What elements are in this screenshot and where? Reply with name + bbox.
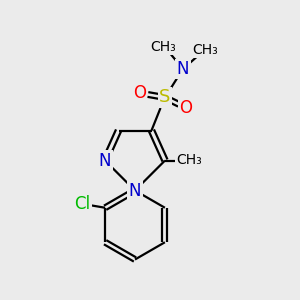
Text: N: N <box>129 182 141 200</box>
Text: O: O <box>179 99 193 117</box>
Text: CH₃: CH₃ <box>193 43 218 56</box>
Text: Cl: Cl <box>75 195 91 213</box>
Text: N: N <box>177 60 189 78</box>
Text: N: N <box>99 152 111 169</box>
Text: S: S <box>159 88 171 106</box>
Text: CH₃: CH₃ <box>176 154 202 167</box>
Text: CH₃: CH₃ <box>151 40 176 53</box>
Text: O: O <box>133 84 146 102</box>
